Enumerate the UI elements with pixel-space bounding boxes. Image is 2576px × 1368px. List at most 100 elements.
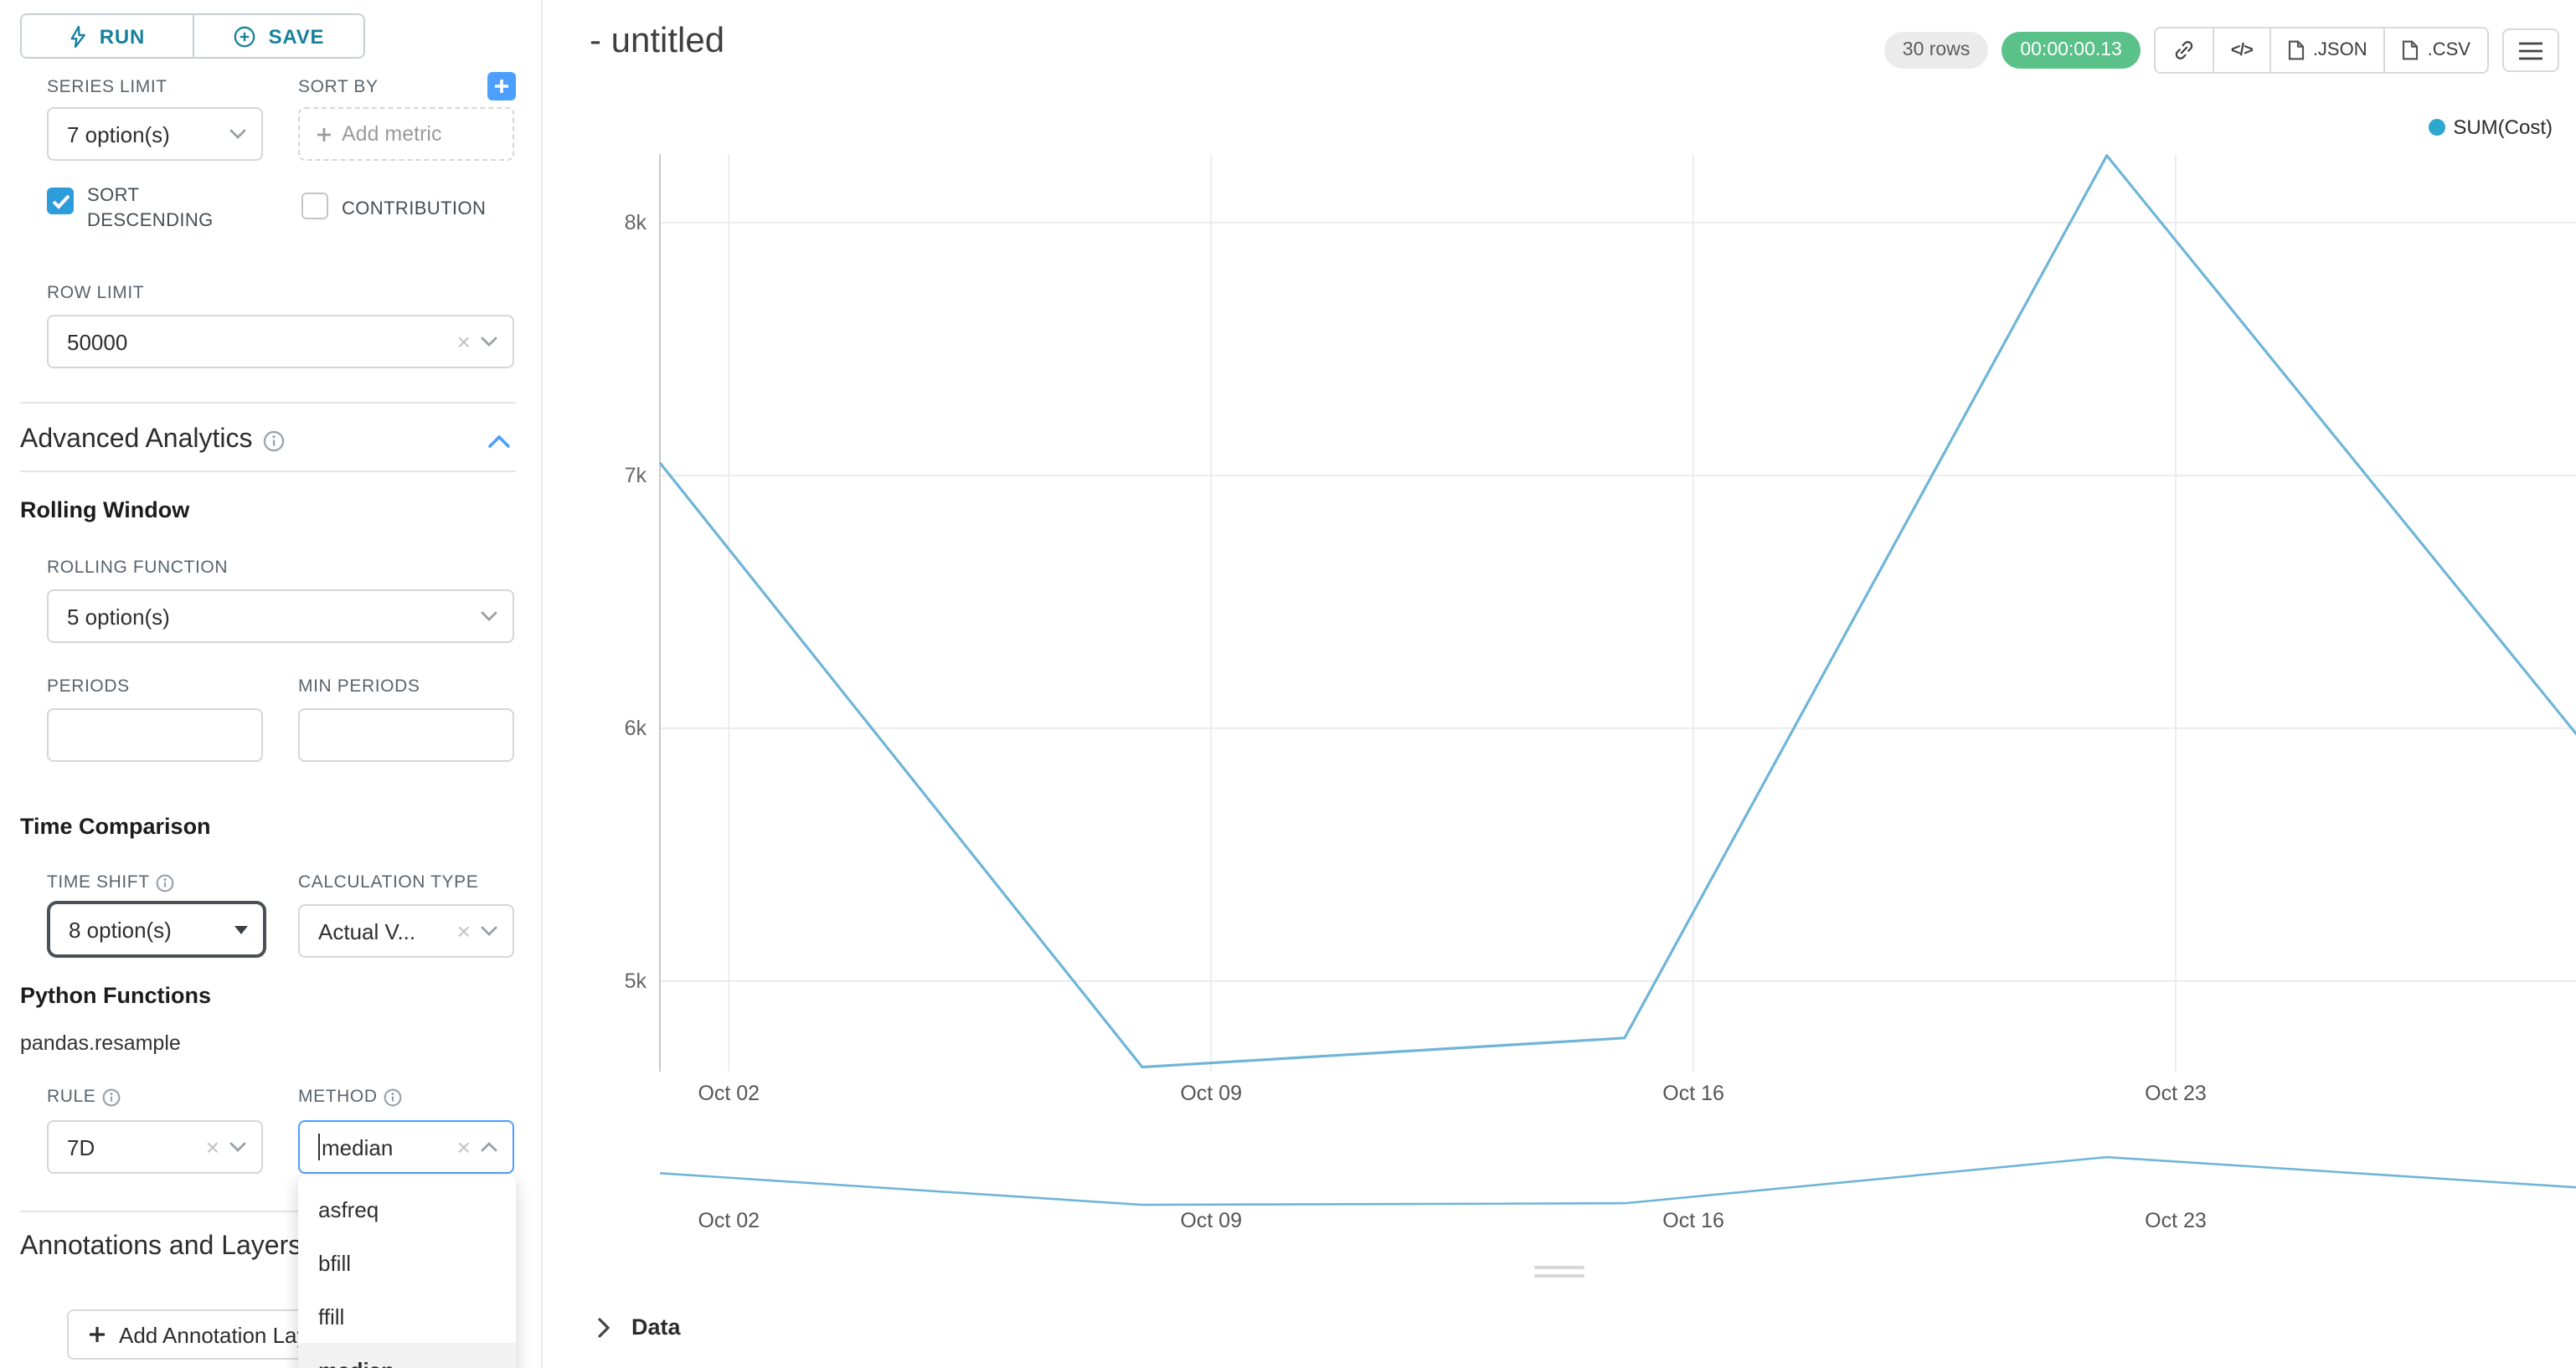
sort-descending-label: SORT DESCENDING [87,186,214,231]
info-icon [263,429,284,451]
rule-label-text: RULE [47,1087,96,1107]
min-periods-input[interactable] [298,708,514,762]
svg-text:Oct 23: Oct 23 [2145,1082,2207,1105]
series-limit-select[interactable]: 7 option(s) [47,107,263,161]
calculation-type-label: CALCULATION TYPE [298,872,479,892]
menu-item-bfill[interactable]: bfill [318,1250,352,1275]
view-query-button[interactable]: </> [2212,28,2269,72]
svg-text:Oct 09: Oct 09 [1180,1082,1242,1105]
bolt-icon [71,24,86,48]
time-shift-label-text: TIME SHIFT [47,872,150,892]
time-shift-select[interactable]: 8 option(s) [47,901,266,958]
row-limit-label: ROW LIMIT [47,283,145,303]
advanced-analytics-title: Advanced Analytics [20,425,253,454]
add-annotation-layer-label: Add Annotation Layer [119,1322,327,1347]
rule-value: 7D [67,1134,95,1160]
chart-canvas: 5k 6k 7k 8k Oct 02 Oct 02 Oct 09 Oct 09 Oct 16 Oc… [625,154,2576,1232]
annotations-title: Annotations and Layers [20,1232,302,1261]
clear-icon[interactable]: × [456,1134,471,1160]
rolling-function-value: 5 option(s) [67,604,170,629]
export-json-label: .JSON [2312,40,2367,60]
section-divider [20,471,516,472]
method-label: METHOD [298,1087,403,1107]
method-label-text: METHOD [298,1087,378,1107]
clear-icon[interactable]: × [456,918,471,944]
plus-icon [495,80,508,93]
python-functions-title: Python Functions [20,983,211,1008]
section-divider [20,402,516,404]
panel-resize-handle[interactable] [1534,1266,1584,1283]
time-shift-label: TIME SHIFT [47,872,175,892]
chevron-down-icon [481,611,497,621]
rule-select[interactable]: 7D × [47,1120,263,1174]
export-csv-button[interactable]: .CSV [2383,28,2487,72]
menu-item-ffill[interactable]: ffill [318,1304,345,1329]
code-icon: </> [2230,41,2254,59]
plus-circle-icon [234,25,255,47]
info-icon [102,1088,121,1106]
check-icon [51,193,70,208]
chart-panel: - untitled 30 rows 00:00:00.13 </> .JSON… [543,0,2576,1368]
series-limit-value: 7 option(s) [67,121,170,147]
data-panel-title: Data [631,1314,681,1340]
copy-link-button[interactable] [2155,28,2213,72]
file-icon [2403,40,2419,60]
legend-dot-icon [2428,119,2445,136]
chevron-down-icon [229,129,246,139]
save-button-label: SAVE [268,24,325,48]
export-json-button[interactable]: .JSON [2269,28,2384,72]
contribution-checkbox[interactable] [301,193,328,219]
svg-text:8k: 8k [625,211,647,234]
periods-label: PERIODS [47,676,130,697]
svg-text:Oct 16: Oct 16 [1662,1082,1724,1105]
data-panel-header[interactable]: Data [598,1314,681,1340]
info-icon [384,1088,403,1106]
run-button[interactable]: RUN [22,15,193,57]
time-comparison-title: Time Comparison [20,814,211,839]
series-limit-label: SERIES LIMIT [47,77,167,97]
min-periods-label: MIN PERIODS [298,676,420,697]
rule-label: RULE [47,1087,121,1107]
add-metric-plus-button[interactable] [487,72,516,100]
chevron-right-icon [598,1317,610,1337]
calculation-type-select[interactable]: Actual V... × [298,904,514,958]
collapse-chevron-up-icon[interactable] [487,434,511,449]
row-limit-select[interactable]: 50000 × [47,315,514,368]
svg-text:Oct 16: Oct 16 [1662,1209,1724,1232]
section-divider [20,1211,516,1212]
chart-title[interactable]: - untitled [590,22,725,60]
pandas-resample-label: pandas.resample [20,1031,181,1055]
more-options-menu-button[interactable] [2502,28,2559,72]
save-button[interactable]: SAVE [193,15,363,57]
clear-icon[interactable]: × [205,1134,219,1160]
svg-text:7k: 7k [625,464,647,487]
svg-text:5k: 5k [625,969,647,993]
contribution-label: CONTRIBUTION [342,199,487,219]
periods-input[interactable] [47,708,263,762]
export-csv-label: .CSV [2427,40,2470,60]
info-icon [157,873,175,892]
time-shift-value: 8 option(s) [69,917,172,942]
control-panel: RUN SAVE SERIES LIMIT SORT BY 7 option(s… [0,0,543,1368]
method-dropdown-menu: asfreq bfill ffill median [298,1175,516,1368]
method-combobox[interactable]: median × [298,1120,514,1174]
plus-icon [317,127,331,141]
legend-item-sum-cost[interactable]: SUM(Cost) [2428,116,2553,139]
svg-text:Oct 02: Oct 02 [698,1082,760,1105]
rolling-function-select[interactable]: 5 option(s) [47,589,514,643]
chevron-up-icon [481,1142,497,1152]
chevron-down-icon [229,1142,246,1152]
menu-item-median[interactable]: median [298,1343,516,1368]
add-metric-placeholder: Add metric [342,122,442,146]
method-value: median [322,1134,394,1160]
header-actions: 30 rows 00:00:00.13 </> .JSON .CSV [1883,27,2559,74]
advanced-analytics-header: Advanced Analytics [20,425,285,455]
sort-by-add-metric-field[interactable]: Add metric [298,107,514,161]
clear-icon[interactable]: × [456,328,471,355]
sort-descending-checkbox[interactable] [47,188,74,214]
menu-item-asfreq[interactable]: asfreq [318,1196,379,1221]
chevron-down-icon [481,926,497,936]
row-limit-value: 50000 [67,329,128,354]
query-timer-badge: 00:00:00.13 [2002,32,2141,69]
